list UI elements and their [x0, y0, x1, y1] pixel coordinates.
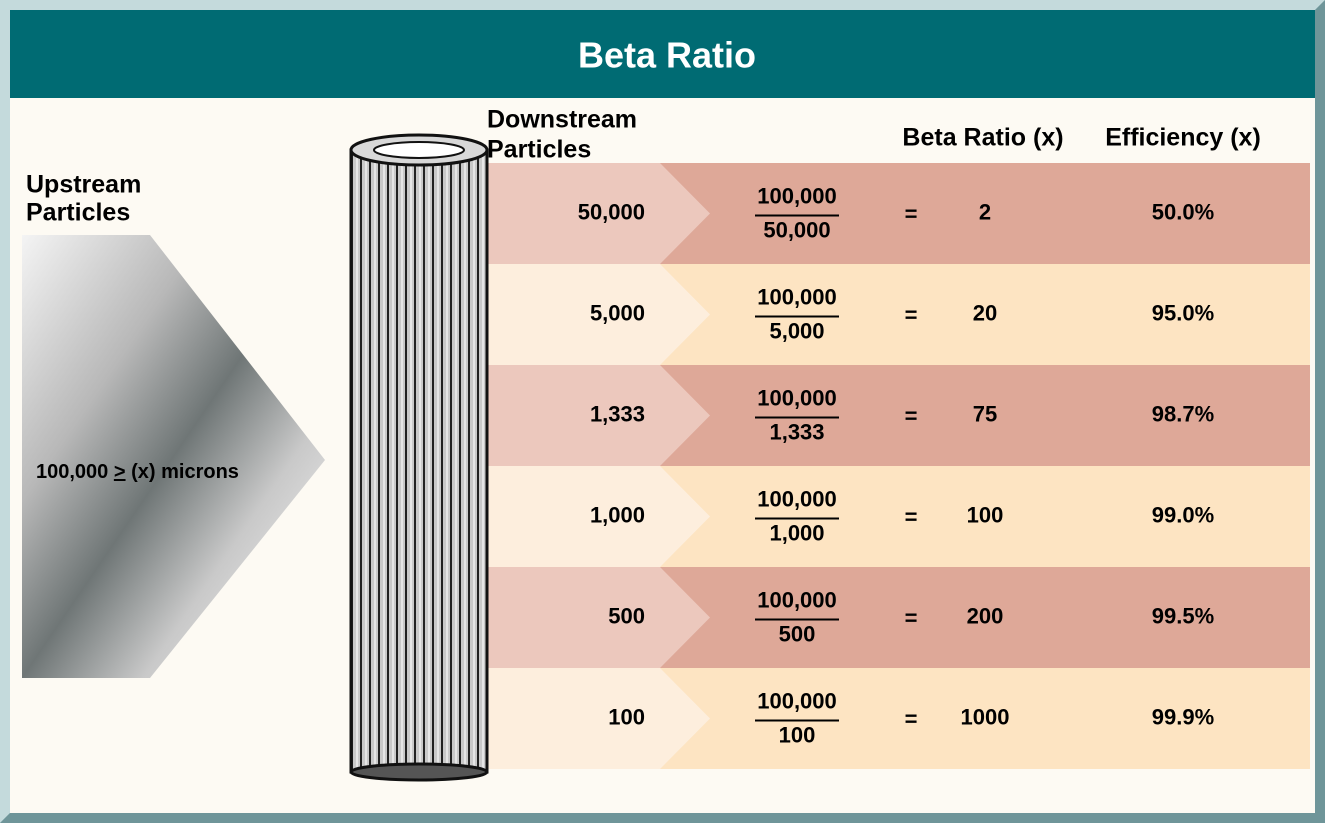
downstream-count: 500 — [608, 603, 645, 628]
beta-ratio: 2 — [979, 199, 991, 224]
equals: = — [905, 504, 918, 529]
beta-ratio: 200 — [967, 603, 1004, 628]
denominator: 50,000 — [763, 217, 830, 242]
downstream-count: 5,000 — [590, 300, 645, 325]
column-header: Downstream — [487, 106, 637, 134]
column-header: Particles — [487, 136, 591, 164]
numerator: 100,000 — [757, 587, 837, 612]
upstream-label: Upstream — [26, 171, 141, 199]
efficiency: 99.0% — [1152, 502, 1214, 527]
downstream-count: 100 — [608, 704, 645, 729]
numerator: 100,000 — [757, 183, 837, 208]
downstream-count: 1,333 — [590, 401, 645, 426]
upstream-text: 100,000 > (x) microns — [36, 461, 239, 483]
upstream-size: (x) — [131, 461, 155, 483]
equals: = — [905, 403, 918, 428]
column-header: Beta Ratio (x) — [902, 124, 1063, 152]
column-header: Efficiency (x) — [1105, 124, 1261, 152]
numerator: 100,000 — [757, 385, 837, 410]
denominator: 1,333 — [769, 419, 824, 444]
beta-ratio: 20 — [973, 300, 997, 325]
efficiency: 50.0% — [1152, 199, 1214, 224]
equals: = — [905, 706, 918, 731]
upstream-label: Particles — [26, 199, 130, 227]
numerator: 100,000 — [757, 688, 837, 713]
denominator: 1,000 — [769, 520, 824, 545]
upstream-unit: microns — [161, 461, 239, 483]
beta-ratio: 75 — [973, 401, 997, 426]
efficiency: 99.5% — [1152, 603, 1214, 628]
filter-bottom — [351, 764, 487, 780]
efficiency: 98.7% — [1152, 401, 1214, 426]
upstream-operator: > — [114, 461, 126, 483]
beta-ratio: 100 — [967, 502, 1004, 527]
filter-opening — [374, 142, 464, 158]
efficiency: 99.9% — [1152, 704, 1214, 729]
filter-cylinder — [351, 150, 487, 772]
equals: = — [905, 605, 918, 630]
denominator: 5,000 — [769, 318, 824, 343]
beta-ratio: 1000 — [961, 704, 1010, 729]
denominator: 500 — [779, 621, 816, 646]
downstream-count: 1,000 — [590, 502, 645, 527]
beta-ratio-diagram: Beta Ratio 50,000 100,000 50,000 = 2 50.0% 5,0… — [0, 0, 1325, 823]
numerator: 100,000 — [757, 284, 837, 309]
efficiency: 95.0% — [1152, 300, 1214, 325]
downstream-count: 50,000 — [578, 199, 645, 224]
title: Beta Ratio — [578, 35, 756, 76]
upstream-count: 100,000 — [36, 461, 108, 483]
equals: = — [905, 302, 918, 327]
denominator: 100 — [779, 722, 816, 747]
equals: = — [905, 201, 918, 226]
numerator: 100,000 — [757, 486, 837, 511]
